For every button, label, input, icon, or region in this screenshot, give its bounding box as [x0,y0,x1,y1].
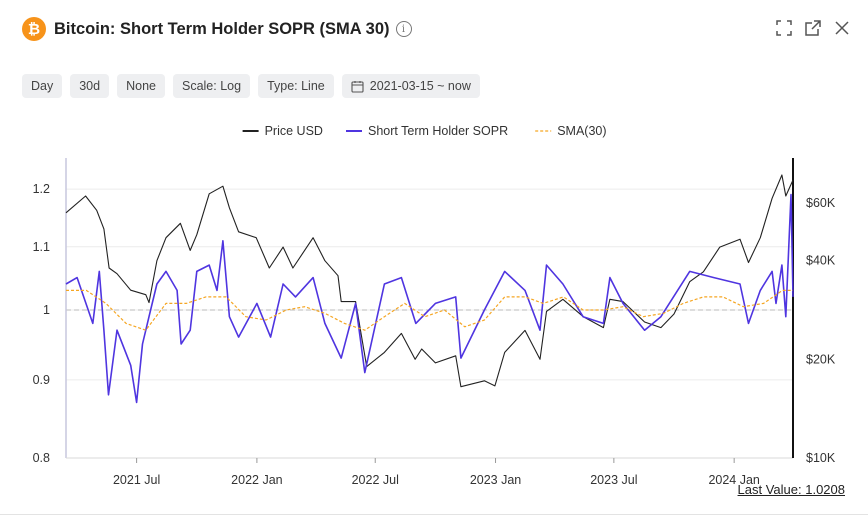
open-external-icon[interactable] [805,20,821,36]
y-left-tick-label: 1 [43,303,50,317]
bottom-divider [0,514,868,515]
chart-area: 0.8 0.9 1 1.1 1.2 $10K $20K $40K $60K 2021 Jul 202… [0,112,868,517]
series-line-sma-30 [66,289,793,331]
chart-type-button[interactable]: Type: Line [258,74,334,98]
bitcoin-logo-icon: ₿ [22,17,46,41]
y-right-tick-label: $60K [806,196,836,210]
date-range-button[interactable]: 2021-03-15 ~ now [341,74,480,98]
y-left-tick-label: 1.2 [33,182,50,196]
calendar-icon [351,80,364,93]
close-icon[interactable] [834,20,850,36]
chart-title: Bitcoin: Short Term Holder SOPR (SMA 30) [54,19,390,38]
y-right-tick-label: $20K [806,352,836,366]
x-tick-label: 2024 Jan [708,473,759,487]
x-tick-label: 2022 Jan [231,473,282,487]
fullscreen-icon[interactable] [776,20,792,36]
window-button[interactable]: 30d [70,74,110,98]
legend-label: SMA(30) [557,124,606,138]
series-line-short-term-holder-sopr [65,193,794,404]
scale-button[interactable]: Scale: Log [172,74,251,98]
y-right-tick-label: $10K [806,451,836,465]
info-icon[interactable]: i [395,21,412,37]
x-tick-label: 2023 Jan [470,473,521,487]
chart-toolbar: Day 30d None Scale: Log Type: Line 2021-… [22,74,480,98]
y-right-tick-label: $40K [806,254,836,268]
chart-actions [776,20,850,36]
sopr-chart[interactable]: 0.8 0.9 1 1.1 1.2 $10K $20K $40K $60K 2021 Jul 202… [0,112,868,517]
resolution-button[interactable]: Day [22,74,63,98]
chart-header: ₿ Bitcoin: Short Term Holder SOPR (SMA 3… [22,15,412,43]
smoothing-button[interactable]: None [117,74,165,98]
y-left-tick-label: 1.1 [33,240,50,254]
legend-label: Short Term Holder SOPR [368,124,508,138]
x-tick-label: 2021 Jul [113,473,160,487]
y-left-tick-label: 0.8 [33,451,50,465]
series-line-price-usd [65,174,794,388]
x-tick-label: 2023 Jul [590,473,637,487]
date-range-label: 2021-03-15 ~ now [369,79,471,93]
y-left-tick-label: 0.9 [33,373,50,387]
x-tick-label: 2022 Jul [352,473,399,487]
last-value-link[interactable]: Last Value: 1.0208 [737,482,845,497]
legend-label: Price USD [265,124,323,138]
